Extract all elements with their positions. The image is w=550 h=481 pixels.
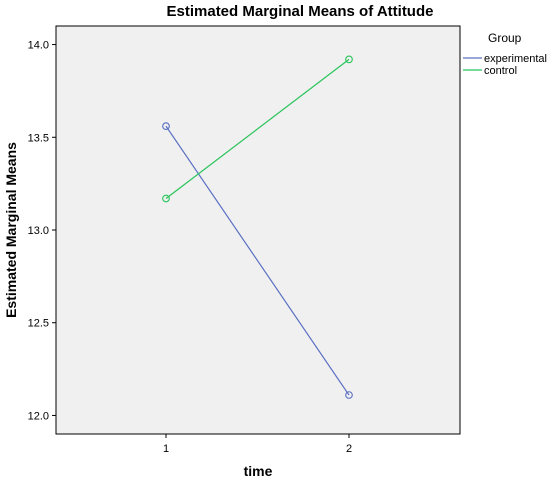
legend-title: Group [488,31,522,45]
y-tick-label: 12.0 [28,410,49,422]
y-tick-label: 12.5 [28,318,49,330]
x-tick-label: 2 [346,443,352,455]
data-point-experimental [345,391,353,399]
data-point-control [345,55,353,64]
data-point-experimental [162,122,170,130]
legend-label-experimental: experimental [484,53,547,65]
series-line-experimental [165,125,350,396]
x-tick-label: 1 [163,443,169,455]
y-tick-label: 13.5 [28,132,49,144]
series-layer [162,55,353,399]
series-line-control [165,58,350,199]
x-axis-label: time [244,463,273,479]
y-axis-label: Estimated Marginal Means [3,142,19,318]
y-axis: 12.0 12.5 13.0 13.5 14.0 [28,40,56,422]
y-tick-label: 13.0 [28,225,49,237]
legend-label-control: control [484,65,517,77]
chart-title: Estimated Marginal Means of Attitude [167,3,434,20]
plot-area [55,25,461,435]
y-tick-label: 14.0 [28,40,49,52]
data-point-control [162,194,170,203]
